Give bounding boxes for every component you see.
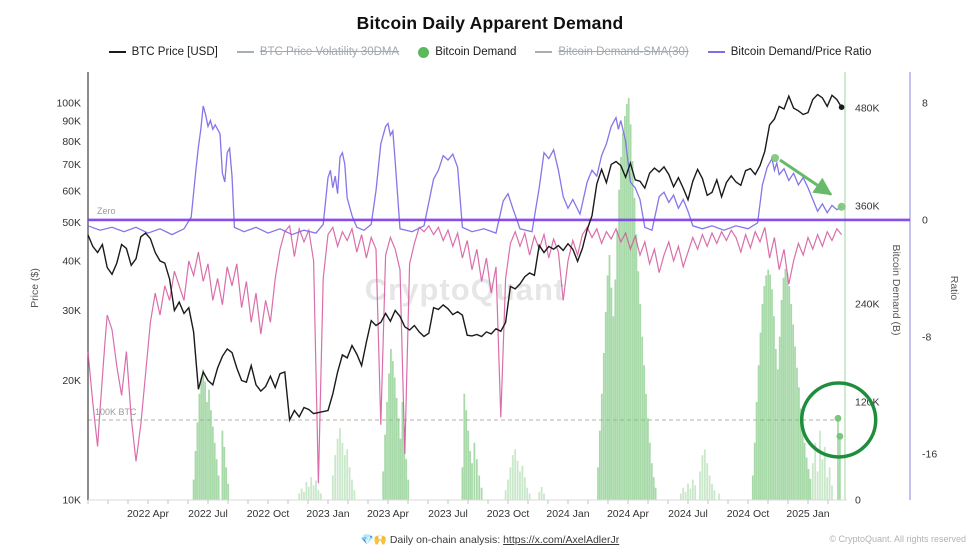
legend-dot-swatch bbox=[418, 46, 430, 58]
legend-item-bitcoin-demand[interactable]: Bitcoin Demand bbox=[418, 46, 516, 58]
svg-text:2025 Jan: 2025 Jan bbox=[786, 508, 829, 520]
legend-line-swatch bbox=[707, 51, 725, 53]
svg-text:2023 Jan: 2023 Jan bbox=[306, 508, 349, 520]
svg-text:2022 Apr: 2022 Apr bbox=[127, 508, 170, 520]
svg-text:2022 Oct: 2022 Oct bbox=[247, 508, 290, 520]
legend: BTC Price [USD] BTC Price Volatility 30DM… bbox=[0, 46, 980, 58]
svg-text:8: 8 bbox=[922, 97, 928, 109]
legend-item-label: BTC Price Volatility 30DMA bbox=[259, 46, 400, 58]
legend-line-swatch bbox=[108, 51, 126, 53]
footer-link[interactable]: https://x.com/AxelAdlerJr bbox=[503, 534, 620, 546]
svg-text:-8: -8 bbox=[922, 331, 931, 343]
btc-price-end-dot bbox=[838, 104, 845, 110]
legend-item-label: Bitcoin Demand-SMA(30) bbox=[558, 46, 689, 58]
legend-item-btc-price-volatility-30dma[interactable]: BTC Price Volatility 30DMA bbox=[236, 46, 400, 58]
chart-title: Bitcoin Daily Apparent Demand bbox=[356, 13, 624, 33]
svg-text:30K: 30K bbox=[62, 305, 81, 317]
demand-price-ratio-line bbox=[87, 105, 842, 236]
btc-price-line bbox=[87, 93, 843, 423]
svg-text:60K: 60K bbox=[62, 185, 81, 197]
svg-text:80K: 80K bbox=[62, 136, 81, 148]
svg-text:2023 Jul: 2023 Jul bbox=[428, 508, 468, 520]
footer-note-text: 💎🙌 Daily on-chain analysis: bbox=[360, 534, 501, 546]
legend-item-label: BTC Price [USD] bbox=[131, 46, 218, 58]
svg-text:2024 Jan: 2024 Jan bbox=[546, 508, 589, 520]
legend-item-btc-price-usd[interactable]: BTC Price [USD] bbox=[108, 46, 218, 58]
svg-text:480K: 480K bbox=[855, 102, 880, 114]
svg-text:20K: 20K bbox=[62, 375, 81, 387]
svg-text:2024 Apr: 2024 Apr bbox=[607, 508, 650, 520]
footer-note: 💎🙌 Daily on-chain analysis: https://x.co… bbox=[0, 533, 980, 546]
svg-text:240K: 240K bbox=[855, 298, 880, 310]
demand-bars-light bbox=[298, 428, 833, 500]
downtrend-arrow bbox=[779, 158, 833, 196]
svg-text:-16: -16 bbox=[922, 448, 937, 460]
legend-item-label: Bitcoin Demand/Price Ratio bbox=[730, 46, 872, 58]
ratio-axis-title: Ratio bbox=[948, 276, 960, 301]
price-axis-tick-labels: 10K 20K 30K 40K 50K 60K 70K 80K 90K 100K bbox=[56, 97, 81, 506]
svg-text:90K: 90K bbox=[62, 116, 81, 128]
legend-item-bitcoin-demand-price-ratio[interactable]: Bitcoin Demand/Price Ratio bbox=[707, 46, 872, 58]
hundred-k-btc-label: 100K BTC bbox=[95, 407, 137, 417]
svg-text:40K: 40K bbox=[62, 255, 81, 267]
legend-line-swatch bbox=[535, 51, 553, 53]
svg-text:50K: 50K bbox=[62, 217, 81, 229]
watermark: CryptoQuant bbox=[365, 272, 565, 307]
zero-label: Zero bbox=[97, 206, 116, 216]
x-axis-minor-ticks bbox=[87, 500, 829, 504]
demand-bars bbox=[192, 98, 812, 501]
ratio-axis-tick-labels: 8 0 -8 -16 bbox=[922, 97, 937, 460]
svg-text:100K: 100K bbox=[56, 97, 81, 109]
price-axis-title: Price ($) bbox=[29, 268, 41, 308]
svg-text:2023 Apr: 2023 Apr bbox=[367, 508, 410, 520]
legend-item-bitcoin-demand-sma-30[interactable]: Bitcoin Demand-SMA(30) bbox=[535, 46, 689, 58]
copyright: © CryptoQuant. All rights reserved bbox=[829, 534, 966, 544]
x-axis-tick-labels: 2022 Apr 2022 Jul 2022 Oct 2023 Jan 2023 Apr… bbox=[127, 508, 830, 520]
svg-text:2024 Oct: 2024 Oct bbox=[727, 508, 770, 520]
demand-lollipop-dots bbox=[834, 414, 844, 500]
legend-line-swatch bbox=[236, 51, 254, 53]
svg-text:0: 0 bbox=[855, 495, 861, 507]
svg-text:2023 Oct: 2023 Oct bbox=[487, 508, 530, 520]
ratio-end-dot bbox=[837, 202, 846, 211]
svg-text:0: 0 bbox=[922, 214, 928, 226]
arrow-start-dot bbox=[771, 154, 779, 162]
svg-text:2024 Jul: 2024 Jul bbox=[668, 508, 708, 520]
demand-axis-title: Bitcoin Demand (B) bbox=[890, 244, 902, 335]
legend-item-label: Bitcoin Demand bbox=[435, 46, 517, 58]
svg-text:10K: 10K bbox=[62, 495, 81, 507]
svg-text:360K: 360K bbox=[855, 200, 880, 212]
svg-text:70K: 70K bbox=[62, 159, 81, 171]
volatility-line bbox=[87, 224, 843, 484]
svg-text:2022 Jul: 2022 Jul bbox=[188, 508, 228, 520]
highlight-circle bbox=[799, 381, 878, 459]
